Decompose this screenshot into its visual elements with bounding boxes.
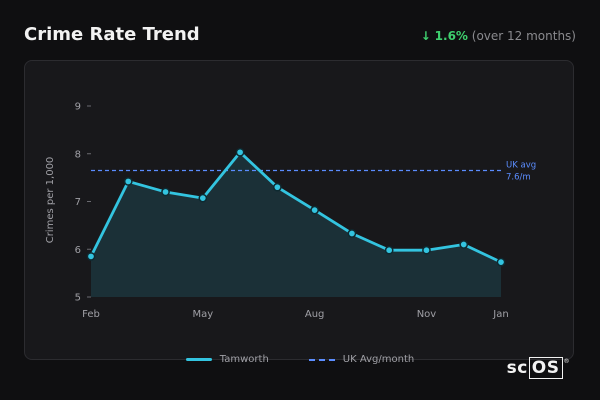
chart-line-layer: [89, 150, 503, 264]
y-tick-label: 6: [75, 245, 81, 256]
legend-dashed-swatch: [308, 358, 335, 361]
chart-legend: Tamworth UK Avg/month: [0, 354, 600, 365]
y-tick-label: 8: [75, 149, 81, 160]
series-line: [89, 150, 503, 264]
data-point: [198, 193, 208, 203]
data-point: [235, 147, 245, 157]
chart-card: [24, 60, 574, 360]
x-tick-label: Jan: [492, 309, 508, 320]
x-tick-label: May: [192, 309, 213, 320]
legend-label-series: Tamworth: [219, 354, 269, 365]
data-point: [496, 257, 506, 267]
logo-mark: ®: [563, 358, 570, 365]
change-note: (over 12 months): [471, 29, 576, 43]
chart-area-layer: [91, 152, 501, 297]
x-tick-label: Aug: [305, 309, 325, 320]
trend-change: ↓ 1.6% (over 12 months): [421, 29, 576, 43]
reference-value-label: 7.6/m: [506, 172, 531, 182]
data-point: [459, 240, 469, 249]
y-tick-label: 5: [75, 293, 81, 304]
data-point: [161, 187, 170, 197]
data-point: [422, 245, 431, 255]
y-axis-label: Crimes per 1,000: [45, 157, 56, 244]
reference-layer: UK avg 7.6/m: [91, 160, 536, 182]
x-tick-label: Feb: [82, 309, 100, 320]
data-point: [273, 182, 282, 192]
x-tick-label: Nov: [417, 309, 437, 320]
legend-item-series: Tamworth: [185, 354, 269, 365]
legend-label-reference: UK Avg/month: [342, 354, 415, 365]
data-point: [347, 229, 357, 238]
change-arrow-icon: ↓: [420, 29, 431, 43]
data-point: [123, 177, 133, 186]
data-point: [310, 205, 319, 215]
legend-item-reference: UK Avg/month: [308, 354, 415, 365]
reference-label: UK avg: [506, 160, 536, 170]
chart-points-layer: [86, 147, 506, 267]
data-point: [86, 252, 96, 261]
y-tick-label: 7: [75, 197, 81, 208]
series-area-fill: [91, 152, 501, 297]
logo-prefix: sc: [506, 358, 528, 378]
data-point: [384, 245, 394, 255]
change-value: 1.6%: [434, 29, 468, 43]
logo-boxed: OS: [528, 357, 563, 379]
chart-axes: 5 6 7 8 9 Feb May Aug Nov Jan: [75, 102, 509, 321]
brand-logo: sc OS ®: [506, 357, 570, 379]
y-tick-label: 9: [75, 102, 81, 113]
page-title: Crime Rate Trend: [24, 24, 200, 45]
legend-solid-swatch: [185, 358, 212, 361]
